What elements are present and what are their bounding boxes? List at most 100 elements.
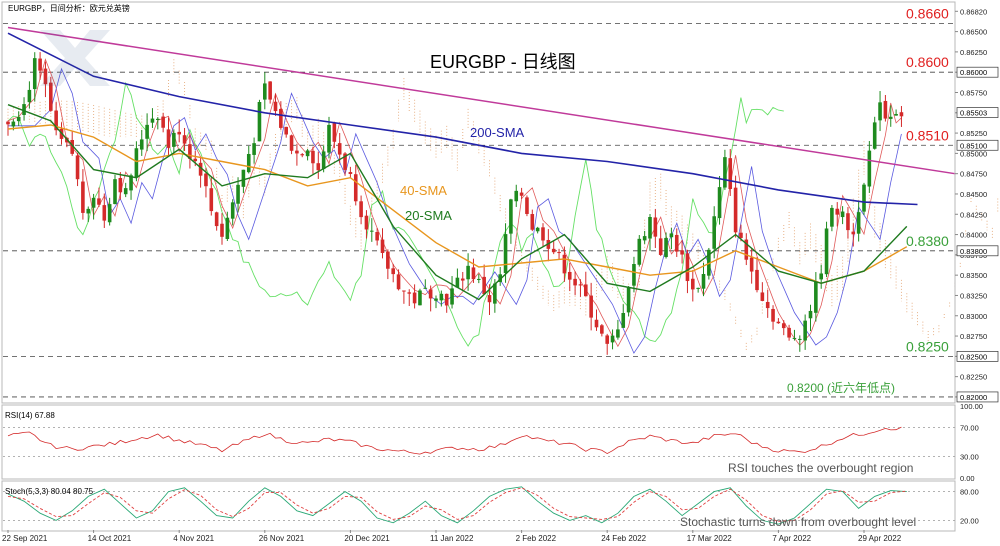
candle-up: [241, 169, 246, 187]
stoch-tick-label: 80.00: [960, 488, 979, 497]
candle-up: [225, 217, 230, 239]
last-price-label: 0.85503: [960, 109, 987, 118]
candle-up: [145, 124, 149, 139]
candle-down: [428, 289, 433, 299]
stoch-main-line: [7, 486, 907, 525]
candle-down: [551, 248, 556, 253]
candle-up: [637, 238, 642, 265]
candle-up: [236, 184, 240, 204]
candle-up: [466, 265, 470, 280]
candle-down: [364, 215, 369, 230]
candle-up: [872, 122, 877, 149]
price-tick-label: 0.84750: [960, 170, 987, 179]
candle-up: [648, 217, 652, 239]
candle-down: [332, 123, 337, 142]
sma20-line: [7, 104, 908, 301]
stoch-series: 80.00 20.00: [3, 486, 979, 525]
candle-down: [589, 295, 593, 318]
candle-down: [460, 278, 465, 281]
candle-up: [878, 102, 882, 121]
date-tick-label: 26 Nov 2021: [259, 534, 305, 543]
candle-down: [541, 227, 545, 241]
candle-down: [70, 139, 74, 154]
date-tick-label: 2 Feb 2022: [516, 534, 557, 543]
candle-up: [230, 202, 235, 219]
descending-trendline: [7, 26, 956, 175]
candle-down: [161, 116, 165, 128]
candle-down: [846, 213, 850, 231]
sma40-annotation: 40-SMA: [400, 183, 447, 198]
price-tick-label: 0.83000: [960, 312, 987, 321]
candle-up: [493, 283, 497, 304]
candle-down: [177, 131, 181, 135]
candle-down: [739, 232, 743, 238]
candle-down: [578, 284, 583, 286]
candle-down: [220, 223, 224, 237]
candle-down: [487, 295, 492, 303]
candle-down: [407, 292, 412, 294]
candle-down: [209, 188, 214, 212]
candle-up: [862, 184, 866, 212]
candle-up: [370, 230, 374, 232]
rsi-series: 100.00 70.00 30.00 0.00: [3, 402, 983, 483]
candle-down: [525, 197, 529, 214]
candle-down: [289, 135, 294, 151]
price-tick-label: 0.85250: [960, 129, 987, 138]
candle-down: [749, 257, 754, 272]
candle-up: [856, 212, 861, 234]
candle-down: [359, 201, 363, 218]
candle-up: [27, 89, 32, 103]
candle-up: [327, 124, 331, 153]
price-axis: 0.82000 0.82250 0.82500 0.82750 0.83000 0.832…: [954, 4, 999, 403]
candle-up: [156, 118, 160, 120]
candle-up: [134, 148, 139, 178]
date-tick-label: 14 Oct 2021: [88, 534, 132, 543]
candle-up: [305, 150, 310, 157]
candle-down: [49, 82, 53, 111]
candle-down: [193, 158, 198, 162]
candle-up: [450, 288, 454, 305]
date-tick-label: 4 Nov 2021: [173, 534, 214, 543]
candle-down: [268, 81, 272, 100]
candle-up: [894, 113, 898, 116]
candle-down: [396, 274, 401, 290]
candle-down: [600, 325, 604, 334]
price-tick-label: 0.86250: [960, 48, 987, 57]
date-tick-label: 24 Feb 2022: [601, 534, 646, 543]
date-axis: 22 Sep 2021 14 Oct 2021 4 Nov 2021 26 Nov 2…: [2, 530, 902, 543]
candle-up: [434, 298, 438, 301]
candle-up: [664, 237, 668, 258]
last-price-box: [956, 107, 999, 118]
candle-up: [86, 208, 91, 214]
candle-down: [353, 174, 358, 202]
candle-up: [616, 329, 620, 338]
candle-down: [776, 321, 781, 324]
level-axis-box: [956, 66, 999, 78]
level-axis-label: 0.82500: [960, 352, 987, 361]
candle-up: [439, 293, 444, 301]
candle-down: [733, 187, 738, 233]
candle-up: [477, 278, 481, 280]
candle-down: [658, 238, 663, 255]
level-axis-box: [956, 350, 999, 362]
candle-up: [172, 132, 176, 147]
price-tick-label: 0.84500: [960, 190, 987, 199]
candle-down: [204, 173, 208, 187]
candle-down: [43, 68, 48, 85]
candle-up: [498, 274, 502, 283]
sma40-line: [7, 124, 908, 285]
rsi-tick-label: 100.00: [960, 402, 983, 411]
level-axis-label: 0.86000: [960, 68, 987, 77]
candle-down: [75, 155, 80, 180]
candle-down: [765, 301, 770, 309]
price-tick-label: 0.85750: [960, 88, 987, 97]
chikou-span: [7, 81, 784, 347]
level-axis-box: [956, 391, 999, 403]
candle-up: [246, 153, 251, 173]
level-axis-label: 0.82000: [960, 393, 987, 402]
candle-down: [530, 214, 535, 230]
sma200-line: [7, 32, 918, 206]
candle-down: [391, 268, 395, 275]
candle-up: [16, 116, 21, 122]
level-axis-label: 0.83800: [960, 247, 987, 256]
